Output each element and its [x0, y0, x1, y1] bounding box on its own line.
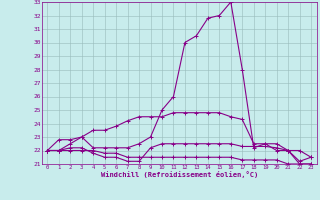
X-axis label: Windchill (Refroidissement éolien,°C): Windchill (Refroidissement éolien,°C): [100, 171, 258, 178]
